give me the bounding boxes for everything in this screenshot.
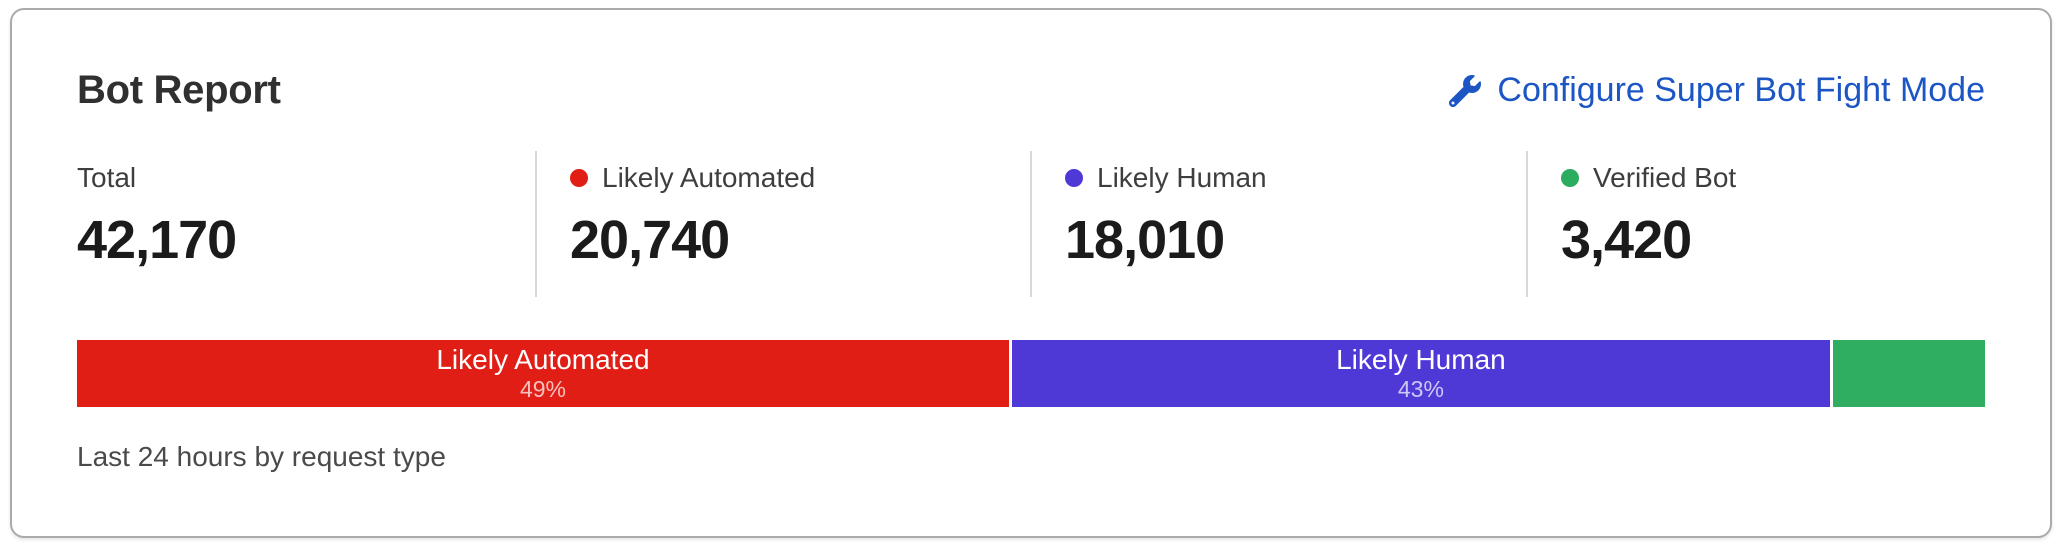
- stat-verified-bot: Verified Bot 3,420: [1526, 151, 1985, 297]
- bot-report-card: Bot Report Configure Super Bot Fight Mod…: [10, 8, 2052, 538]
- stat-label-likely-automated: Likely Automated: [602, 162, 816, 193]
- stat-label-row: Likely Automated: [570, 161, 1030, 195]
- stat-likely-automated: Likely Automated 20,740: [535, 151, 1030, 297]
- bar-segment-likely-automated[interactable]: Likely Automated 49%: [77, 340, 1009, 407]
- stat-total: Total 42,170: [77, 151, 535, 297]
- request-type-stacked-bar: Likely Automated 49% Likely Human 43%: [77, 340, 1985, 407]
- stat-value-total: 42,170: [77, 210, 237, 270]
- card-header: Bot Report Configure Super Bot Fight Mod…: [77, 68, 1985, 113]
- configure-super-bot-fight-mode-link[interactable]: Configure Super Bot Fight Mode: [1449, 71, 1985, 110]
- bar-segment-percent: 49%: [519, 376, 567, 402]
- stat-likely-human: Likely Human 18,010: [1030, 151, 1526, 297]
- likely-automated-dot: [570, 169, 588, 187]
- bar-segment-label: Likely Automated: [436, 344, 650, 375]
- stats-row: Total 42,170 Likely Automated 20,740 Lik…: [77, 151, 1985, 297]
- stat-label-row: Total: [77, 161, 535, 195]
- page-title: Bot Report: [77, 68, 281, 112]
- footnote: Last 24 hours by request type: [77, 441, 446, 472]
- bar-segment-verified-bot[interactable]: [1832, 340, 1985, 407]
- stat-value-likely-automated: 20,740: [570, 210, 730, 270]
- configure-link-label: Configure Super Bot Fight Mode: [1497, 71, 1985, 109]
- wrench-icon: [1449, 74, 1482, 107]
- stat-label-row: Verified Bot: [1561, 161, 1985, 195]
- stat-value-likely-human: 18,010: [1065, 210, 1225, 270]
- bar-segment-percent: 43%: [1397, 376, 1444, 402]
- stat-label-verified-bot: Verified Bot: [1593, 162, 1737, 193]
- verified-bot-dot: [1561, 169, 1579, 187]
- stat-value-verified-bot: 3,420: [1561, 210, 1692, 270]
- likely-human-dot: [1065, 169, 1083, 187]
- bar-segment-likely-human[interactable]: Likely Human 43%: [1011, 340, 1830, 407]
- stat-label-row: Likely Human: [1065, 161, 1526, 195]
- bar-segment-label: Likely Human: [1336, 344, 1506, 375]
- stat-label-total: Total: [77, 162, 137, 193]
- stat-label-likely-human: Likely Human: [1097, 162, 1267, 193]
